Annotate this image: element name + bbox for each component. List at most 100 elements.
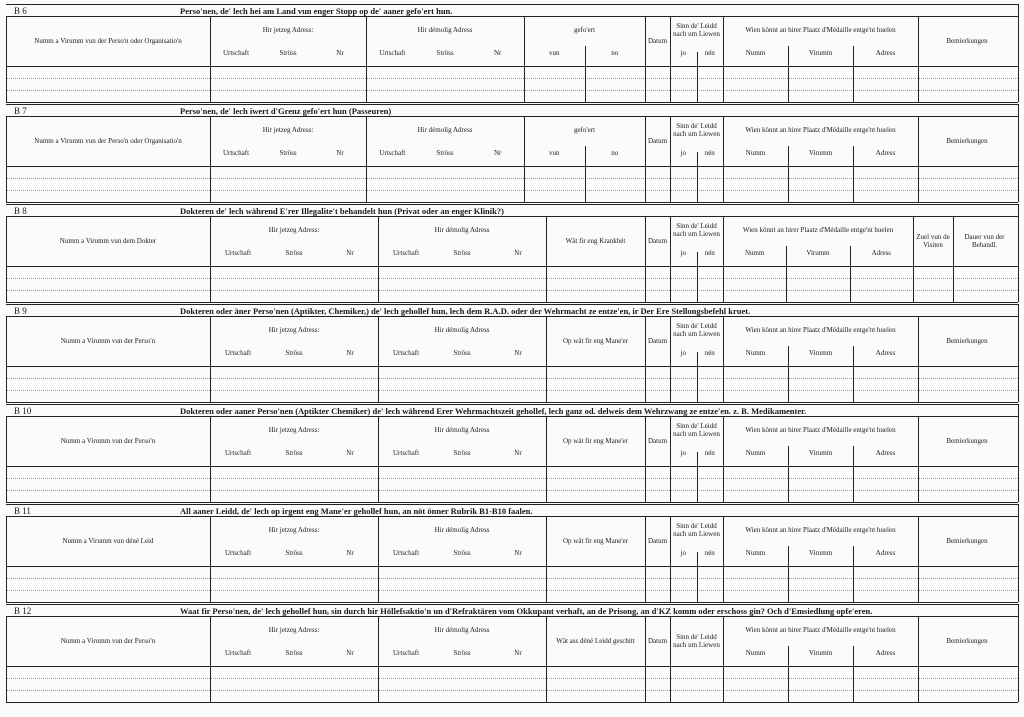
rule bbox=[6, 116, 1018, 117]
column-header: Bemierkungen bbox=[946, 637, 988, 645]
sub-header: Ströss bbox=[436, 149, 454, 157]
column-line bbox=[645, 216, 646, 302]
sub-header: Numm bbox=[745, 549, 766, 557]
sub-line bbox=[853, 446, 854, 502]
column-line bbox=[366, 16, 367, 102]
section-title: Waat fir Perso'nen, de' lech gehollef hu… bbox=[180, 605, 873, 616]
sub-line bbox=[696, 152, 698, 202]
column-line bbox=[378, 616, 379, 702]
rule bbox=[6, 202, 1018, 203]
column-line bbox=[210, 616, 211, 702]
sub-header: Ströss bbox=[285, 449, 303, 457]
column-line bbox=[723, 216, 724, 302]
column-header: Zuel vun de Visiten bbox=[916, 233, 950, 249]
column-line bbox=[378, 316, 379, 402]
sub-header: Urtschaft bbox=[222, 49, 250, 57]
section-code: B 6 bbox=[14, 5, 27, 16]
column-line bbox=[913, 216, 914, 302]
row-line bbox=[6, 690, 1018, 691]
sub-header: Adress bbox=[875, 49, 896, 57]
sub-header: Nr bbox=[514, 649, 522, 657]
column-header: Numm a Virumm vun der Perso'n bbox=[60, 337, 156, 345]
rule bbox=[6, 16, 1018, 17]
row-line bbox=[6, 590, 1018, 591]
sub-header: Nr bbox=[346, 549, 354, 557]
row-line bbox=[6, 278, 1018, 279]
column-header: gefo'ert bbox=[573, 126, 596, 134]
sub-header: Urtschaft bbox=[379, 49, 406, 57]
column-line bbox=[546, 516, 547, 602]
section-title: Perso'nen, de' lech hei am Land vun enge… bbox=[180, 5, 453, 16]
rule bbox=[6, 266, 1018, 267]
column-line bbox=[6, 316, 7, 402]
column-line bbox=[210, 216, 211, 302]
sub-header: jo bbox=[680, 49, 686, 57]
sub-header: Adress bbox=[875, 449, 896, 457]
column-line bbox=[670, 216, 671, 302]
column-line bbox=[6, 216, 7, 302]
sub-header: Nr bbox=[336, 149, 344, 157]
column-header: Hir démolig Adress bbox=[434, 526, 490, 534]
column-header: Sinn de' Leidd nach um Liewen bbox=[673, 122, 720, 138]
sub-header: Urtschaft bbox=[392, 349, 420, 357]
sub-header: Ströss bbox=[453, 449, 471, 457]
sub-header: Numm bbox=[745, 449, 766, 457]
sub-header: Urtschaft bbox=[392, 549, 420, 557]
sub-header: Nr bbox=[346, 449, 354, 457]
sub-header: Ströss bbox=[279, 49, 297, 57]
column-header: Op wät fir eng Mane'er bbox=[562, 537, 628, 545]
sub-line bbox=[696, 452, 698, 502]
section-code: B 11 bbox=[14, 505, 31, 516]
sub-header: Ströss bbox=[436, 49, 454, 57]
column-line bbox=[645, 116, 646, 202]
sub-line bbox=[853, 646, 854, 702]
rule bbox=[6, 466, 1018, 467]
sub-line bbox=[853, 146, 854, 202]
sub-header: Adress bbox=[875, 149, 896, 157]
sub-header: Virumm bbox=[808, 549, 833, 557]
rule bbox=[6, 66, 1018, 67]
sub-header: nén bbox=[704, 149, 715, 157]
sub-header: nén bbox=[704, 249, 715, 257]
sub-header: Adress bbox=[875, 649, 896, 657]
column-header: Hir jetzeg Adress: bbox=[268, 326, 320, 334]
sub-header: vun bbox=[549, 149, 560, 157]
rule bbox=[6, 204, 1018, 205]
column-header: Wien könnt an hirer Plaatz d'Médaille en… bbox=[745, 426, 896, 434]
column-line bbox=[524, 116, 525, 202]
sub-header: Numm bbox=[744, 249, 765, 257]
rule bbox=[6, 304, 1018, 305]
column-header: Datum bbox=[647, 137, 668, 145]
sub-header: jo bbox=[680, 149, 686, 157]
sub-line bbox=[786, 246, 788, 302]
sub-header: nén bbox=[704, 49, 715, 57]
sub-header: Adress bbox=[875, 349, 896, 357]
column-header: Wien könnt an hirer Plaatz d'Médaille en… bbox=[745, 126, 896, 134]
column-header: Sinn de' Leidd nach um Liewen bbox=[673, 422, 720, 438]
sub-header: Ströss bbox=[453, 549, 471, 557]
sub-header: Nr bbox=[336, 49, 344, 57]
sub-header: jo bbox=[680, 449, 686, 457]
sub-header: Urtschaft bbox=[224, 449, 252, 457]
column-line bbox=[670, 616, 671, 702]
column-line bbox=[1018, 404, 1019, 502]
column-line bbox=[918, 616, 919, 702]
column-line bbox=[6, 116, 7, 202]
column-header: Hir jetzeg Adress: bbox=[268, 226, 320, 234]
row-line bbox=[6, 490, 1018, 491]
column-header: gefo'ert bbox=[573, 26, 596, 34]
rule bbox=[6, 4, 1018, 5]
column-header: Bemierkungen bbox=[946, 337, 988, 345]
row-line bbox=[6, 90, 1018, 91]
column-header: Op wät fir eng Mane'er bbox=[562, 437, 628, 445]
sub-line bbox=[853, 546, 854, 602]
row-line bbox=[6, 378, 1018, 379]
column-line bbox=[210, 416, 211, 502]
rule bbox=[6, 616, 1018, 617]
sub-header: Urtschaft bbox=[222, 149, 250, 157]
sub-header: Ströss bbox=[453, 349, 471, 357]
column-line bbox=[366, 116, 367, 202]
column-line bbox=[723, 16, 724, 102]
rule bbox=[6, 104, 1018, 105]
column-header: Hir jetzeg Adress: bbox=[268, 626, 320, 634]
